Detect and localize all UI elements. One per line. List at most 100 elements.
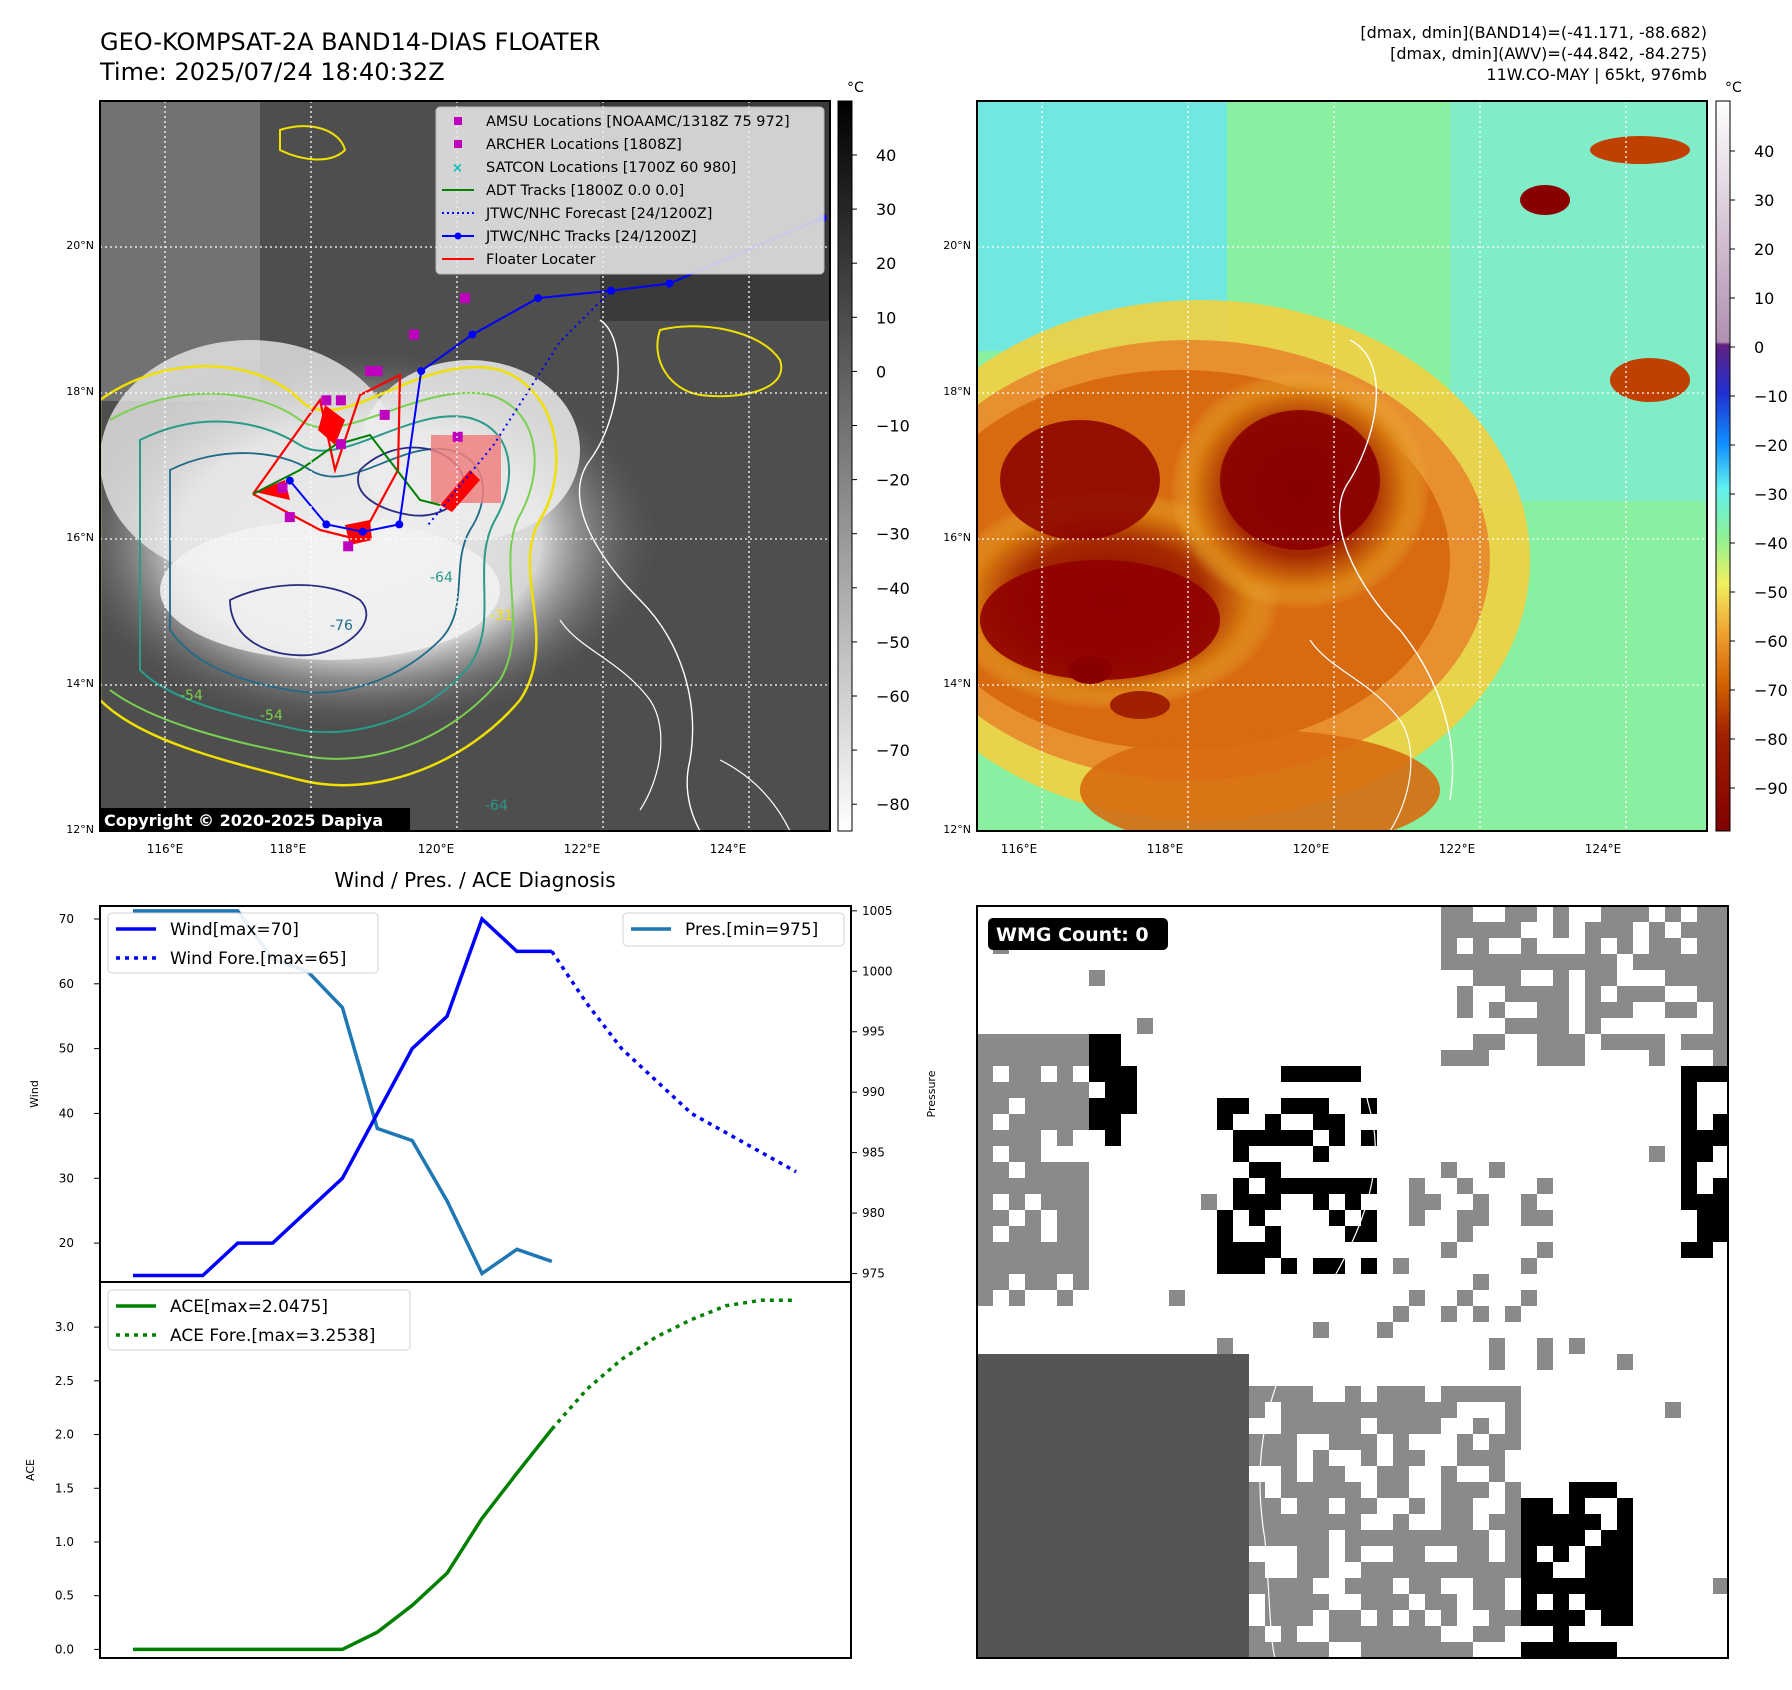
wmg-cell (1345, 1530, 1361, 1546)
wmg-cell (1681, 1242, 1697, 1258)
amsu-marker (379, 409, 390, 420)
wmg-cell (1201, 1450, 1217, 1466)
wmg-cell (1121, 1450, 1137, 1466)
wmg-cell (1169, 1434, 1185, 1450)
wmg-cell (977, 1274, 993, 1290)
wmg-cell (1617, 970, 1633, 986)
wmg-cell (1233, 1370, 1249, 1386)
wmg-cell (1457, 1594, 1473, 1610)
wmg-cell (1681, 1162, 1697, 1178)
wmg-cell (1313, 1450, 1329, 1466)
wmg-cell (1505, 1306, 1521, 1322)
wmg-cell (1537, 1514, 1553, 1530)
wmg-cell (1025, 1258, 1041, 1274)
wmg-cell (1233, 1594, 1249, 1610)
wmg-cell (1265, 1434, 1281, 1450)
wmg-cell (1009, 1418, 1025, 1434)
wmg-cell (1425, 1466, 1441, 1482)
wmg-cell (1585, 922, 1601, 938)
wmg-cell (1489, 1562, 1505, 1578)
wmg-cell (1313, 1418, 1329, 1434)
wmg-cell (1553, 954, 1569, 970)
wmg-cell (1601, 1050, 1617, 1066)
wmg-cell (1137, 1578, 1153, 1594)
jtwc-track-point (395, 520, 404, 529)
wmg-cell (1649, 970, 1665, 986)
wmg-cell (1313, 1178, 1329, 1194)
wmg-cell (1489, 1530, 1505, 1546)
wmg-cell (1057, 1194, 1073, 1210)
wmg-cell (1201, 1482, 1217, 1498)
wmg-cell (1329, 1178, 1345, 1194)
wmg-cell (1665, 1402, 1681, 1418)
wmg-cell (1025, 1226, 1041, 1242)
wmg-cell (1329, 1402, 1345, 1418)
wmg-cell (1313, 1258, 1329, 1274)
wmg-cell (1457, 1178, 1473, 1194)
wmg-cell (1329, 1610, 1345, 1626)
wmg-cell (1681, 1002, 1697, 1018)
wmg-cell (1569, 970, 1585, 986)
wmg-cell (1313, 1146, 1329, 1162)
wmg-cell (1313, 1642, 1329, 1658)
wmg-cell (1137, 1626, 1153, 1642)
wmg-cell (1025, 1450, 1041, 1466)
wmg-cell (1025, 1274, 1041, 1290)
wmg-cell (1345, 1466, 1361, 1482)
wmg-cell (1521, 1258, 1537, 1274)
wmg-cell (1009, 1450, 1025, 1466)
wmg-cell (1345, 1594, 1361, 1610)
wmg-cell (1521, 922, 1537, 938)
colorbar-tick-label: −30 (876, 525, 910, 544)
wmg-cell (1089, 1434, 1105, 1450)
colorbar-tick-label: −50 (1754, 583, 1788, 602)
wmg-cell (1441, 986, 1457, 1002)
wmg-cell (1201, 1642, 1217, 1658)
wmg-cell (993, 1082, 1009, 1098)
wmg-cell (1025, 1370, 1041, 1386)
wmg-cell (1505, 938, 1521, 954)
wmg-cell (1441, 938, 1457, 954)
wmg-cell (1521, 970, 1537, 986)
wmg-cell (1265, 1178, 1281, 1194)
wmg-cell (1281, 1066, 1297, 1082)
legend-entry: JTWC/NHC Forecast [24/1200Z] (485, 206, 712, 222)
y2-tick-label: 1005 (862, 904, 893, 918)
wmg-cell (1473, 1626, 1489, 1642)
wmg-cell (1713, 986, 1729, 1002)
wmg-cell (1281, 1130, 1297, 1146)
wmg-cell (1441, 1386, 1457, 1402)
wmg-cell (1489, 970, 1505, 986)
y-tick-label: 1.5 (55, 1481, 74, 1495)
wmg-cell (1153, 1370, 1169, 1386)
wmg-cell (993, 1226, 1009, 1242)
wmg-cell (1009, 1626, 1025, 1642)
wmg-cell (1009, 1354, 1025, 1370)
wmg-cell (1553, 1034, 1569, 1050)
wmg-cell (993, 1514, 1009, 1530)
wmg-cell (1505, 1450, 1521, 1466)
wmg-cell (1617, 1546, 1633, 1562)
wmg-cell (1441, 954, 1457, 970)
wmg-cell (1425, 1482, 1441, 1498)
wmg-cell (1633, 1018, 1649, 1034)
x-tick-label: 124°E (710, 842, 747, 856)
wmg-cell (1345, 1514, 1361, 1530)
wmg-cell (1409, 1434, 1425, 1450)
wmg-cell (1217, 1642, 1233, 1658)
wmg-cell (1329, 1594, 1345, 1610)
wmg-cell (1041, 1562, 1057, 1578)
wmg-cell (1521, 938, 1537, 954)
wmg-cell (1329, 1482, 1345, 1498)
wmg-cell (1505, 922, 1521, 938)
wmg-cell (1521, 1514, 1537, 1530)
wmg-cell (1249, 1258, 1265, 1274)
wmg-cell (1489, 986, 1505, 1002)
wmg-cell (1057, 1146, 1073, 1162)
wmg-cell (1713, 938, 1729, 954)
wmg-cell (1041, 1274, 1057, 1290)
wmg-cell (1073, 1226, 1089, 1242)
wmg-cell (1073, 1450, 1089, 1466)
wmg-cell (977, 1610, 993, 1626)
wmg-cell (1121, 1610, 1137, 1626)
